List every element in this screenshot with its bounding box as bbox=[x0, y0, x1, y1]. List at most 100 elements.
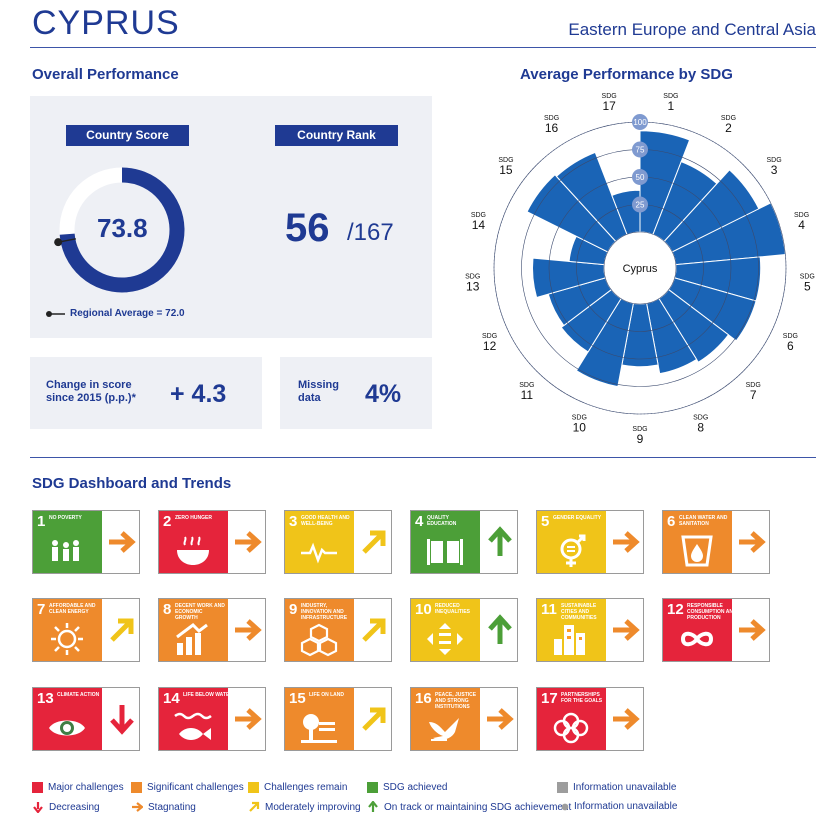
trend-stagnating-arrow-icon bbox=[739, 619, 766, 641]
sdg-tile-status-12: 12 Responsible Consumption and Production bbox=[663, 599, 737, 661]
legend-stagnating-label: Stagnating bbox=[148, 801, 196, 813]
green-swatch bbox=[367, 782, 378, 793]
sdg-tile-name: Good Health and Well-Being bbox=[301, 515, 350, 527]
radar-heading: Average Performance by SDG bbox=[520, 66, 733, 83]
radar-axis-label-15: 15 bbox=[499, 163, 513, 177]
sdg-tile-8: 8 Decent Work and Economic Growth bbox=[158, 598, 266, 662]
sdg-tile-status-3: 3 Good Health and Well-Being bbox=[285, 511, 354, 573]
sdg-tile-3: 3 Good Health and Well-Being bbox=[284, 510, 392, 574]
city-icon bbox=[554, 625, 585, 655]
legend-major-label: Major challenges bbox=[48, 782, 124, 793]
rings-icon bbox=[553, 712, 589, 744]
legend-decreasing: Decreasing bbox=[32, 801, 100, 813]
legend-moderately-label: Moderately improving bbox=[265, 801, 361, 813]
radar-tick-badge-25 bbox=[632, 196, 648, 213]
sdg-tile-name: Zero Hunger bbox=[175, 515, 212, 521]
radar-tick-badge-50 bbox=[632, 169, 648, 185]
trend-stagnating-arrow-icon bbox=[235, 619, 262, 641]
sdg-tile-17: 17 Partnerships for the Goals bbox=[536, 687, 644, 751]
trend-moderately-improving-arrow-icon bbox=[362, 530, 386, 554]
dashboard-heading: SDG Dashboard and Trends bbox=[32, 475, 232, 492]
grey-dot-icon bbox=[561, 803, 569, 810]
legend-remain: Challenges remain bbox=[248, 782, 347, 793]
radar-tick-badge-75 bbox=[632, 141, 648, 158]
sdg-tile-number: 16 bbox=[415, 690, 432, 707]
change-label-2: since 2015 (p.p.)* bbox=[46, 392, 136, 404]
sdg-tile-name: Life Below Water bbox=[183, 692, 233, 698]
radar-axis-prefix-15: SDG bbox=[498, 157, 513, 164]
radar-center-label: Cyprus bbox=[623, 263, 658, 275]
heartbeat-icon bbox=[301, 542, 337, 564]
trend-stagnating-arrow-icon bbox=[613, 619, 640, 641]
red-swatch bbox=[32, 782, 43, 793]
sdg-tile-name: Sustainable Cities and Communities bbox=[561, 603, 597, 621]
down-arrow-icon bbox=[33, 802, 43, 813]
sdg-tile-name: Quality Education bbox=[427, 515, 457, 527]
radar-axis-label-11: 11 bbox=[521, 388, 534, 402]
legend-achieved-label: SDG achieved bbox=[383, 782, 448, 793]
legend-ontrack-label: On track or maintaining SDG achievement bbox=[384, 801, 572, 813]
equality-icon bbox=[427, 623, 463, 655]
sdg-tile-number: 1 bbox=[37, 513, 46, 530]
growth-icon bbox=[176, 623, 208, 655]
legend-unavailable2-label: Information unavailable bbox=[574, 801, 678, 812]
dove-icon bbox=[429, 718, 459, 741]
diagonal-arrow-icon bbox=[249, 801, 260, 812]
legend-moderately: Moderately improving bbox=[248, 801, 361, 813]
sdg-tile-status-6: 6 Clean Water and Sanitation bbox=[663, 511, 732, 573]
sun-icon bbox=[51, 623, 83, 655]
radar-axis-label-4: 4 bbox=[798, 218, 805, 232]
trend-stagnating-arrow-icon bbox=[613, 531, 640, 553]
fish-icon bbox=[174, 712, 212, 740]
regional-avg-marker bbox=[54, 238, 63, 247]
sdg-tile-2: 2 Zero Hunger bbox=[158, 510, 266, 574]
radar-axis-label-13: 13 bbox=[466, 280, 480, 294]
section-divider bbox=[30, 457, 816, 458]
radar-axis-label-10: 10 bbox=[573, 421, 587, 435]
sdg-tile-7: 7 Affordable and Clean Energy bbox=[32, 598, 140, 662]
bowl-icon bbox=[177, 536, 209, 565]
up-arrow-icon bbox=[368, 801, 378, 812]
sdg-tile-11: 11 Sustainable Cities and Communities bbox=[536, 598, 644, 662]
sdg-tile-14: 14 Life Below Water bbox=[158, 687, 266, 751]
radar-tick-label-75: 75 bbox=[636, 146, 645, 155]
radar-axis-prefix-3: SDG bbox=[766, 157, 781, 164]
sdg-tile-number: 6 bbox=[667, 513, 676, 530]
title-divider bbox=[30, 47, 816, 48]
radar-tick-label-100: 100 bbox=[633, 118, 647, 127]
gender-icon bbox=[560, 534, 586, 567]
sdg-tile-9: 9 Industry, Innovation and Infrastructure bbox=[284, 598, 392, 662]
orange-swatch bbox=[131, 782, 142, 793]
radar-tick-label-50: 50 bbox=[636, 173, 645, 182]
missing-panel bbox=[280, 357, 432, 429]
overall-heading: Overall Performance bbox=[32, 66, 179, 83]
radar-axis-label-1: 1 bbox=[668, 99, 675, 113]
sdg-tile-1: 1 No Poverty bbox=[32, 510, 140, 574]
sdg-tile-status-16: 16 Peace, Justice and Strong Institutions bbox=[411, 688, 480, 750]
eye-globe-icon bbox=[49, 720, 85, 736]
trend-stagnating-arrow-icon bbox=[235, 531, 262, 553]
radar-axis-prefix-16: SDG bbox=[544, 115, 559, 122]
sdg-tile-number: 4 bbox=[415, 513, 424, 530]
sdg-tile-number: 13 bbox=[37, 690, 54, 707]
sdg-tile-status-1: 1 No Poverty bbox=[33, 511, 102, 573]
radar-axis-label-17: 17 bbox=[602, 99, 616, 113]
trend-stagnating-arrow-icon bbox=[109, 531, 136, 553]
radar-axis-label-8: 8 bbox=[697, 421, 704, 435]
legend-achieved: SDG achieved bbox=[367, 782, 447, 793]
trend-stagnating-arrow-icon bbox=[487, 708, 514, 730]
country-rank-total: /167 bbox=[347, 219, 394, 246]
radar-axis-prefix-7: SDG bbox=[746, 382, 761, 389]
trend-moderately-improving-arrow-icon bbox=[110, 618, 134, 642]
sdg-tile-number: 11 bbox=[541, 601, 557, 618]
country-score-value: 73.8 bbox=[97, 213, 148, 243]
legend-unavailable: Information unavailable bbox=[557, 782, 676, 793]
people-icon bbox=[52, 540, 79, 561]
sdg-tile-12: 12 Responsible Consumption and Production bbox=[662, 598, 770, 662]
sdg-tile-name: Responsible Consumption and Production bbox=[687, 603, 737, 621]
sdg-tile-status-5: 5 Gender Equality bbox=[537, 511, 606, 573]
sdg-tile-number: 2 bbox=[163, 513, 172, 530]
country-rank-label: Country Rank bbox=[275, 125, 398, 146]
radar-axis-label-3: 3 bbox=[771, 163, 778, 177]
sdg-tile-status-10: 10 Reduced Inequalities bbox=[411, 599, 480, 661]
